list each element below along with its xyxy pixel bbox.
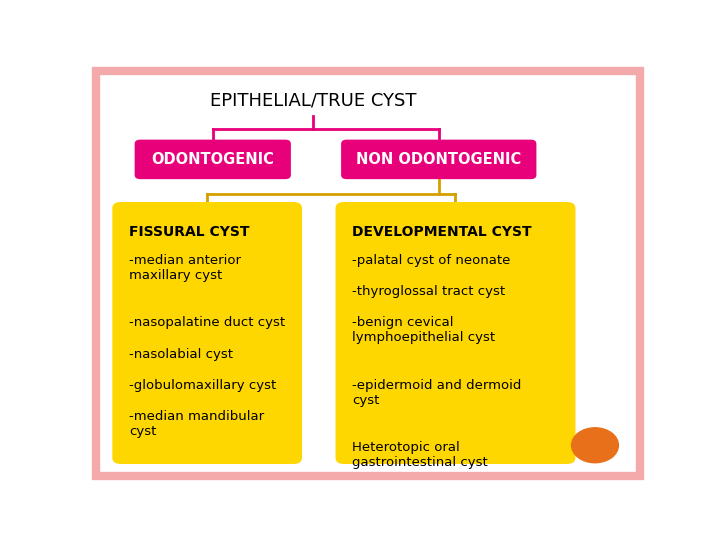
Text: -benign cevical
lymphoepithelial cyst: -benign cevical lymphoepithelial cyst: [352, 316, 495, 345]
Text: -palatal cyst of neonate: -palatal cyst of neonate: [352, 254, 510, 267]
Text: -thyroglossal tract cyst: -thyroglossal tract cyst: [352, 285, 505, 298]
Text: DEVELOPMENTAL CYST: DEVELOPMENTAL CYST: [352, 225, 532, 239]
Text: ODONTOGENIC: ODONTOGENIC: [151, 152, 274, 167]
FancyBboxPatch shape: [135, 140, 291, 179]
Text: NON ODONTOGENIC: NON ODONTOGENIC: [356, 152, 521, 167]
Circle shape: [572, 428, 618, 463]
Text: FISSURAL CYST: FISSURAL CYST: [129, 225, 250, 239]
Text: -nasopalatine duct cyst: -nasopalatine duct cyst: [129, 316, 285, 329]
Text: -epidermoid and dermoid
cyst: -epidermoid and dermoid cyst: [352, 379, 521, 407]
Text: EPITHELIAL/TRUE CYST: EPITHELIAL/TRUE CYST: [210, 91, 416, 109]
Text: Heterotopic oral
gastrointestinal cyst: Heterotopic oral gastrointestinal cyst: [352, 441, 488, 469]
Text: -median mandibular
cyst: -median mandibular cyst: [129, 410, 264, 438]
FancyBboxPatch shape: [336, 202, 575, 464]
Text: -median anterior
maxillary cyst: -median anterior maxillary cyst: [129, 254, 241, 282]
FancyBboxPatch shape: [96, 71, 639, 476]
FancyBboxPatch shape: [341, 140, 536, 179]
Text: -nasolabial cyst: -nasolabial cyst: [129, 348, 233, 361]
FancyBboxPatch shape: [112, 202, 302, 464]
Text: -globulomaxillary cyst: -globulomaxillary cyst: [129, 379, 276, 392]
